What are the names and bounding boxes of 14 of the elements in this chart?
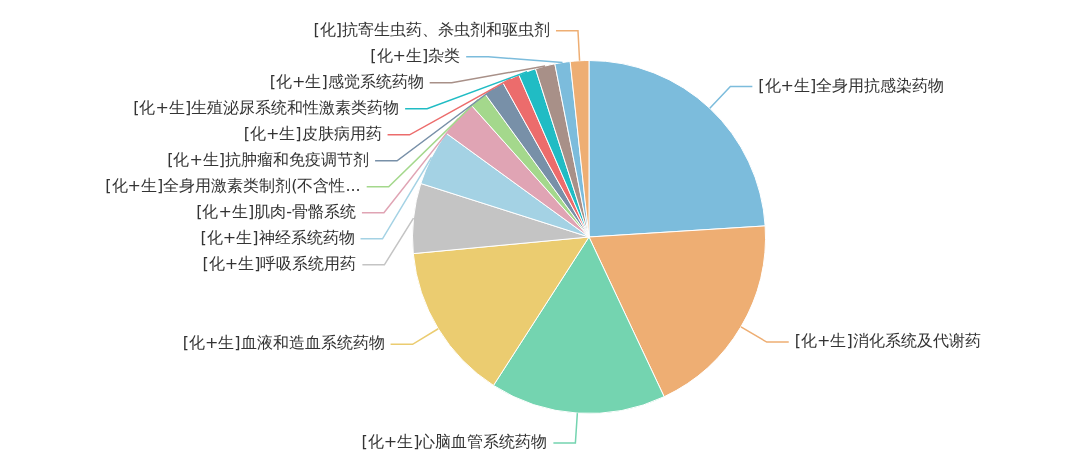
slice-label: [化+生]消化系统及代谢药	[794, 331, 981, 351]
slice-label: [化+生]肌肉-骨骼系统	[196, 201, 356, 221]
slice-label: [化]抗寄生虫药、杀虫剂和驱虫剂	[313, 19, 550, 39]
slice-label: [化+生]杂类	[370, 45, 461, 65]
slice-label: [化+生]心脑血管系统药物	[361, 432, 548, 452]
slice-label: [化+生]全身用激素类制剂(不含性...	[105, 175, 361, 195]
slice-label: [化+生]全身用抗感染药物	[758, 75, 945, 95]
slice-label: [化+生]感觉系统药物	[269, 71, 424, 91]
slice-label: [化+生]呼吸系统用药	[202, 253, 357, 273]
slice-label: [化+生]神经系统药物	[200, 227, 355, 247]
slice-label: [化+生]皮肤病用药	[243, 123, 382, 143]
slice-label: [化+生]血液和造血系统药物	[182, 333, 385, 353]
slice-label: [化+生]生殖泌尿系统和性激素类药物	[133, 97, 400, 117]
slice-label: [化+生]抗肿瘤和免疫调节剂	[167, 149, 370, 169]
